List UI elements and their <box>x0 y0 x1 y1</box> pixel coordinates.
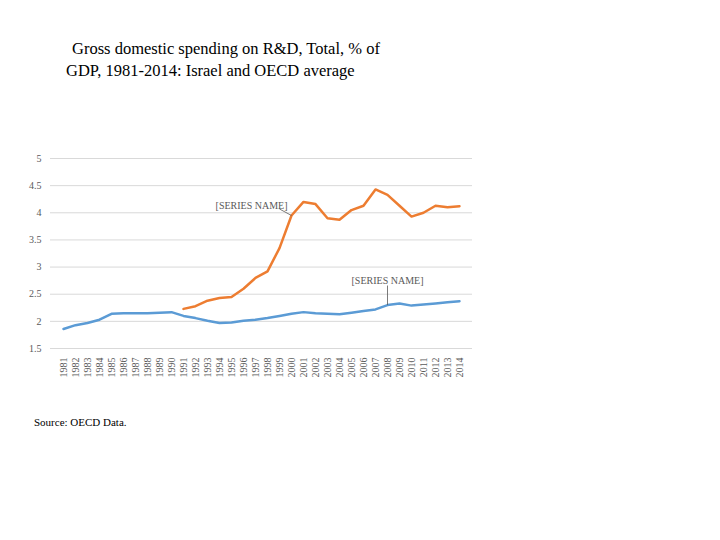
svg-text:1989: 1989 <box>154 358 165 378</box>
html-text:Source: OECD Data.: Source: OECD Data. <box>34 416 127 428</box>
svg-text:1986: 1986 <box>118 358 129 378</box>
html-text:Gross domestic spending on R&D: Gross domestic spending on R&D, Total, %… <box>66 39 380 80</box>
svg-text:1984: 1984 <box>94 358 105 378</box>
svg-text:1991: 1991 <box>178 358 189 378</box>
svg-text:1988: 1988 <box>142 358 153 378</box>
svg-text:2011: 2011 <box>418 358 429 378</box>
svg-text:2: 2 <box>37 316 42 327</box>
svg-text:[SERIES NAME]: [SERIES NAME] <box>352 275 424 286</box>
svg-text:1987: 1987 <box>130 358 141 378</box>
svg-text:1982: 1982 <box>70 358 81 378</box>
svg-text:1999: 1999 <box>274 358 285 378</box>
svg-text:2003: 2003 <box>322 358 333 378</box>
svg-text:2010: 2010 <box>406 358 417 378</box>
svg-text:2008: 2008 <box>382 358 393 378</box>
svg-text:[SERIES NAME]: [SERIES NAME] <box>216 200 288 211</box>
svg-text:3.5: 3.5 <box>29 234 42 245</box>
svg-text:1995: 1995 <box>226 358 237 378</box>
svg-text:2000: 2000 <box>286 358 297 378</box>
svg-text:1994: 1994 <box>214 358 225 378</box>
svg-text:4: 4 <box>37 207 42 218</box>
svg-text:5: 5 <box>37 153 42 164</box>
svg-text:1.5: 1.5 <box>29 343 42 354</box>
svg-text:2005: 2005 <box>346 358 357 378</box>
svg-text:2013: 2013 <box>442 358 453 378</box>
svg-text:1996: 1996 <box>238 358 249 378</box>
svg-text:2009: 2009 <box>394 358 405 378</box>
svg-text:1990: 1990 <box>166 358 177 378</box>
svg-text:2007: 2007 <box>370 358 381 378</box>
svg-text:2012: 2012 <box>430 358 441 378</box>
svg-text:2002: 2002 <box>310 358 321 378</box>
svg-text:2.5: 2.5 <box>29 288 42 299</box>
svg-text:1992: 1992 <box>190 358 201 378</box>
svg-text:1985: 1985 <box>106 358 117 378</box>
svg-text:4.5: 4.5 <box>29 180 42 191</box>
svg-text:1983: 1983 <box>82 358 93 378</box>
svg-text:1998: 1998 <box>262 358 273 378</box>
svg-text:2014: 2014 <box>454 358 465 378</box>
svg-text:3: 3 <box>37 261 42 272</box>
svg-text:2001: 2001 <box>298 358 309 378</box>
svg-text:1993: 1993 <box>202 358 213 378</box>
svg-text:1997: 1997 <box>250 358 261 378</box>
svg-text:2004: 2004 <box>334 358 345 378</box>
svg-text:2006: 2006 <box>358 358 369 378</box>
svg-text:1981: 1981 <box>58 358 69 378</box>
